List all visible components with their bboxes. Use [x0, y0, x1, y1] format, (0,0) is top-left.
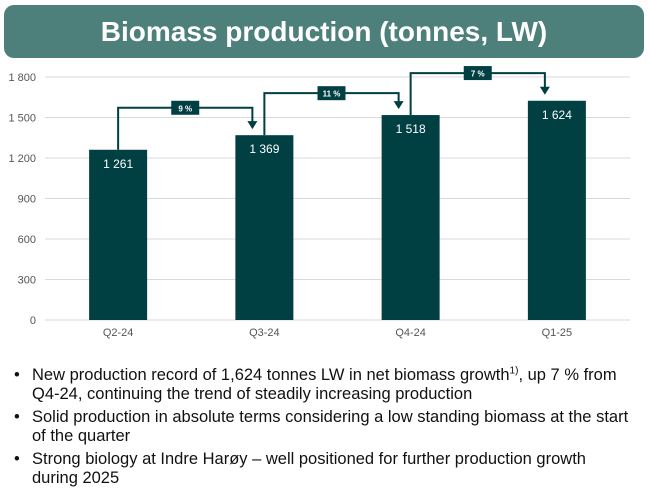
x-tick-label: Q1-25 — [542, 327, 573, 339]
bullet-symbol: • — [14, 408, 20, 426]
bar-value-label: 1 624 — [542, 108, 572, 122]
bullet-text: New production record of 1,624 tonnes LW… — [32, 366, 510, 384]
bullet-item: • Strong biology at Indre Harøy – well p… — [14, 450, 636, 488]
y-tick-label: 1 500 — [8, 113, 36, 125]
bar — [381, 115, 440, 320]
growth-label: 7 % — [471, 70, 485, 79]
y-tick-label: 600 — [18, 234, 36, 246]
y-tick-label: 1 200 — [8, 153, 36, 165]
bullet-item: • Solid production in absolute terms con… — [14, 408, 636, 446]
growth-arrowhead — [247, 121, 258, 130]
bullet-list: • New production record of 1,624 tonnes … — [14, 366, 636, 492]
bullet-symbol: • — [14, 450, 20, 468]
growth-badge — [171, 100, 200, 115]
bar-value-label: 1 369 — [249, 142, 279, 156]
bar-value-label: 1 518 — [396, 122, 426, 136]
title-banner: Biomass production (tonnes, LW) — [4, 5, 644, 58]
bullet-item: • New production record of 1,624 tonnes … — [14, 366, 636, 404]
bar — [89, 149, 148, 320]
biomass-bar-chart: 0 300 600 900 1 200 1 500 1 800 1 261 Q2-24 1 369… — [8, 66, 630, 339]
y-tick-label: 300 — [18, 275, 36, 287]
y-tick-label: 0 — [30, 315, 36, 327]
footnote-marker: 1) — [509, 365, 519, 377]
bar-value-label: 1 261 — [103, 157, 133, 171]
y-tick-label: 900 — [18, 194, 36, 206]
growth-badge — [317, 86, 346, 101]
growth-label: 11 % — [323, 90, 341, 99]
bar — [235, 135, 294, 320]
bullet-text: Strong biology at Indre Harøy – well pos… — [32, 450, 586, 487]
growth-arrowhead — [539, 86, 550, 95]
growth-badge — [463, 66, 492, 81]
x-tick-label: Q2-24 — [103, 327, 134, 339]
x-tick-label: Q3-24 — [249, 327, 280, 339]
growth-arrowhead — [393, 101, 404, 110]
growth-label: 9 % — [178, 104, 192, 113]
bullet-text-cont: , up 7 % from Q4-24, continuing the tren… — [32, 366, 617, 403]
y-tick-label: 1 800 — [8, 72, 36, 84]
bar — [527, 100, 586, 320]
bullet-text: Solid production in absolute terms consi… — [32, 408, 629, 445]
x-tick-label: Q4-24 — [395, 327, 426, 339]
page-title: Biomass production (tonnes, LW) — [100, 15, 548, 47]
bullet-symbol: • — [14, 366, 20, 384]
